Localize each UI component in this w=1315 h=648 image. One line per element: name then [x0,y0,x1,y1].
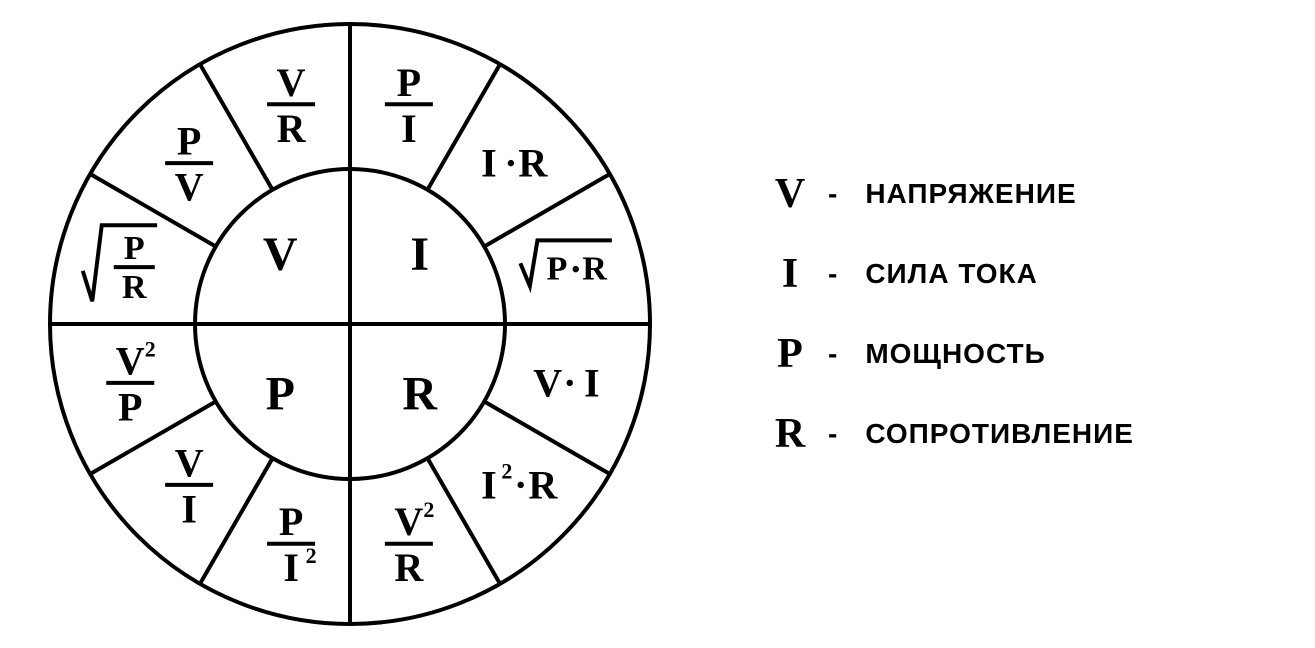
legend-dash: - [828,338,837,370]
formula-segment: VR 2 [385,497,435,590]
svg-text:2: 2 [145,336,156,361]
svg-text:P: P [266,367,295,420]
svg-text:I: I [481,141,497,186]
legend-row-p: P - МОЩНОСТЬ [760,330,1280,378]
svg-text:P: P [397,60,421,105]
formula-segment: PI2 [267,499,317,590]
svg-text:V: V [175,165,204,210]
legend-text: СОПРОТИВЛЕНИЕ [865,418,1134,450]
svg-text:R: R [402,367,438,420]
legend-row-i: I - СИЛА ТОКА [760,250,1280,298]
legend-row-r: R - СОПРОТИВЛЕНИЕ [760,410,1280,458]
svg-text:V: V [277,60,306,105]
legend-dash: - [828,178,837,210]
formula-segment: VP2 [106,336,156,429]
svg-text:P: P [124,230,145,267]
page: VIPR PIVRPVPRVP2VIPI2VR2I2RVIPRIR V - НА… [0,0,1315,648]
svg-text:R: R [122,269,147,306]
wheel-svg: VIPR PIVRPVPRVP2VIPI2VR2I2RVIPRIR [40,14,660,634]
svg-text:2: 2 [306,543,317,568]
svg-text:I: I [410,228,429,281]
svg-text:P: P [279,499,303,544]
svg-text:R: R [582,251,607,288]
formula-segment: IR [481,141,548,186]
svg-text:V: V [263,228,298,281]
formula-segment: VI [165,440,213,531]
legend-symbol: P [760,330,820,378]
svg-text:2: 2 [423,497,434,522]
svg-text:2: 2 [501,458,512,483]
formula-segment: VI [533,360,599,405]
svg-text:P: P [546,251,567,288]
svg-text:P: P [118,384,142,429]
legend: V - НАПРЯЖЕНИЕ I - СИЛА ТОКА P - МОЩНОСТ… [760,170,1280,490]
legend-symbol: I [760,250,820,298]
svg-text:P: P [177,119,201,164]
ohms-law-wheel: VIPR PIVRPVPRVP2VIPI2VR2I2RVIPRIR [40,14,660,634]
formula-segment: I2R [481,458,558,507]
formula-segment: PR [83,225,157,306]
formula-segment: PR [520,240,612,287]
svg-text:V: V [533,360,562,405]
svg-text:R: R [277,106,307,151]
legend-text: НАПРЯЖЕНИЕ [865,178,1076,210]
legend-dash: - [828,258,837,290]
legend-symbol: V [760,170,820,218]
formula-segment: VR [267,60,315,151]
svg-text:V: V [394,499,423,544]
svg-text:R: R [528,462,558,507]
svg-text:I: I [584,360,600,405]
svg-text:V: V [116,338,145,383]
svg-text:I: I [283,545,299,590]
svg-text:I: I [401,106,417,151]
legend-text: СИЛА ТОКА [865,258,1038,290]
legend-text: МОЩНОСТЬ [865,338,1045,370]
svg-text:V: V [175,440,204,485]
svg-text:I: I [481,462,497,507]
svg-text:R: R [394,545,424,590]
legend-row-v: V - НАПРЯЖЕНИЕ [760,170,1280,218]
legend-symbol: R [760,410,820,458]
legend-dash: - [828,418,837,450]
formula-segment: PI [385,60,433,151]
svg-text:R: R [518,141,548,186]
svg-text:I: I [181,486,197,531]
formula-segment: PV [165,119,213,210]
